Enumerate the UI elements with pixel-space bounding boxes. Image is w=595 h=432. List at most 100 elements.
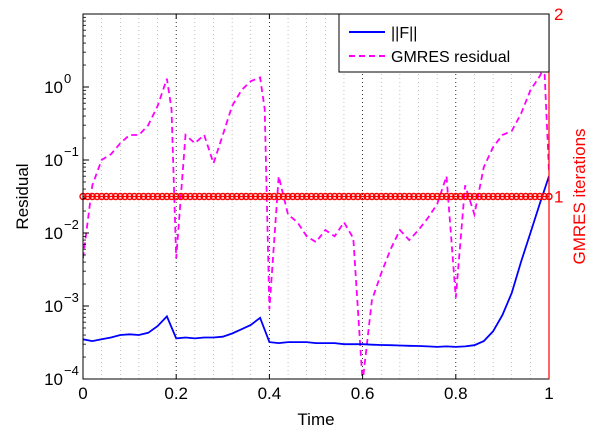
gmres-iterations-marker xyxy=(312,192,320,201)
x-tick-label: 0 xyxy=(78,384,87,403)
gmres-iterations-marker xyxy=(209,192,218,201)
gmres-iterations-marker xyxy=(494,192,502,201)
gmres-iterations-marker xyxy=(340,192,348,201)
y-axis-label: Residual xyxy=(13,163,32,229)
gmres-iterations-marker xyxy=(251,192,260,201)
y2-axis-label: GMRES iterations xyxy=(570,128,589,264)
gmres-iterations-marker xyxy=(93,192,101,201)
gmres-iterations-marker xyxy=(200,192,208,201)
x-tick-label: 0.6 xyxy=(351,384,375,403)
gmres-iterations-marker xyxy=(480,192,488,201)
gmres-iterations-marker xyxy=(330,192,339,201)
gmres-iterations-marker xyxy=(461,192,469,201)
gmres-iterations-marker xyxy=(512,192,521,201)
gmres-iterations-marker xyxy=(139,192,148,201)
gmres-iterations-marker xyxy=(396,192,404,201)
gmres-iterations-marker xyxy=(158,192,166,201)
gmres-iterations-marker xyxy=(484,192,493,201)
gmres-iterations-marker xyxy=(419,192,427,201)
y-tick-label: 10 xyxy=(44,224,63,243)
gmres-iterations-marker xyxy=(102,192,111,201)
gmres-iterations-marker xyxy=(214,192,222,201)
gmres-iterations-marker xyxy=(223,192,232,201)
gmres-iterations-marker xyxy=(358,192,367,201)
x-tick-label: 0.4 xyxy=(258,384,282,403)
gmres-iterations-marker xyxy=(414,192,423,201)
gmres-iterations-marker xyxy=(289,192,297,201)
gmres-iterations-marker xyxy=(526,192,535,201)
legend: ||F|| GMRES residual xyxy=(338,13,550,73)
gmres-iterations-marker xyxy=(307,192,316,201)
gmres-iterations-marker xyxy=(195,192,204,201)
gmres-iterations-marker xyxy=(335,192,343,201)
gmres-iterations-marker xyxy=(372,192,381,201)
y-tick-exponent: −3 xyxy=(64,290,79,305)
gmres-iterations-marker xyxy=(242,192,250,201)
y-tick-label: 10 xyxy=(44,370,63,389)
gmres-iterations-marker xyxy=(186,192,194,201)
gmres-iterations-marker xyxy=(438,192,446,201)
gmres-iterations-marker xyxy=(144,192,152,201)
gmres-iterations-marker xyxy=(508,192,516,201)
gmres-iterations-marker xyxy=(424,192,432,201)
gmres-iterations-marker xyxy=(265,192,274,201)
x-tick-label: 0.2 xyxy=(164,384,188,403)
y-tick-label: 10 xyxy=(44,297,63,316)
gmres-iterations-marker xyxy=(344,192,353,201)
gmres-iterations-marker xyxy=(261,192,269,201)
gmres-iterations-marker xyxy=(354,192,362,201)
gmres-iterations-marker xyxy=(377,192,385,201)
gmres-iterations-marker xyxy=(410,192,418,201)
gmres-iterations-marker xyxy=(522,192,530,201)
gmres-iterations-marker xyxy=(298,192,306,201)
y-tick-label: 10 xyxy=(44,78,63,97)
y-tick-exponent: 0 xyxy=(64,71,71,86)
gmres-iterations-marker xyxy=(83,192,92,201)
gmres-iterations-marker xyxy=(433,192,441,201)
series-norm-f xyxy=(83,175,549,348)
gmres-iterations-marker xyxy=(205,192,213,201)
gmres-iterations-marker xyxy=(88,192,97,201)
gmres-iterations-marker xyxy=(503,192,511,201)
gmres-iterations-marker xyxy=(293,192,302,201)
y-tick-exponent: −4 xyxy=(64,363,79,378)
gmres-iterations-marker xyxy=(130,192,138,201)
gmres-iterations-marker xyxy=(498,192,507,201)
gmres-iterations-marker xyxy=(228,192,236,201)
gmres-iterations-marker xyxy=(326,192,334,201)
gmres-iterations-marker xyxy=(386,192,395,201)
y2-tick-label: 2 xyxy=(554,5,563,24)
gmres-iterations-marker xyxy=(107,192,115,201)
gmres-iterations-marker xyxy=(237,192,246,201)
gmres-iterations-marker xyxy=(153,192,162,201)
gmres-iterations-marker xyxy=(279,192,288,201)
gmres-iterations-marker xyxy=(475,192,483,201)
gmres-iterations-marker xyxy=(368,192,376,201)
gmres-iterations-marker xyxy=(470,192,479,201)
gmres-iterations-marker xyxy=(121,192,129,201)
gmres-iterations-marker xyxy=(172,192,180,201)
x-grid xyxy=(101,14,531,379)
gmres-iterations-marker xyxy=(135,192,143,201)
gmres-iterations-marker xyxy=(167,192,176,201)
gmres-iterations-marker xyxy=(517,192,525,201)
gmres-iterations-marker xyxy=(531,192,539,201)
gmres-iterations-marker xyxy=(400,192,409,201)
gmres-iterations-marker xyxy=(456,192,465,201)
y-tick-exponent: −2 xyxy=(64,217,79,232)
gmres-iterations-marker xyxy=(316,192,325,201)
gmres-iterations-marker xyxy=(191,192,199,201)
gmres-iterations-marker xyxy=(428,192,437,201)
gmres-iterations-marker xyxy=(363,192,371,201)
gmres-iterations-marker xyxy=(275,192,283,201)
gmres-iterations-marker xyxy=(116,192,124,201)
gmres-iterations-marker xyxy=(447,192,455,201)
gmres-iterations-marker xyxy=(535,192,544,201)
gmres-iterations-marker xyxy=(111,192,120,201)
y-tick-exponent: −1 xyxy=(64,144,79,159)
x-axis-label: Time xyxy=(297,410,334,429)
gmres-iterations-marker xyxy=(391,192,399,201)
gmres-iterations-marker xyxy=(256,192,264,201)
